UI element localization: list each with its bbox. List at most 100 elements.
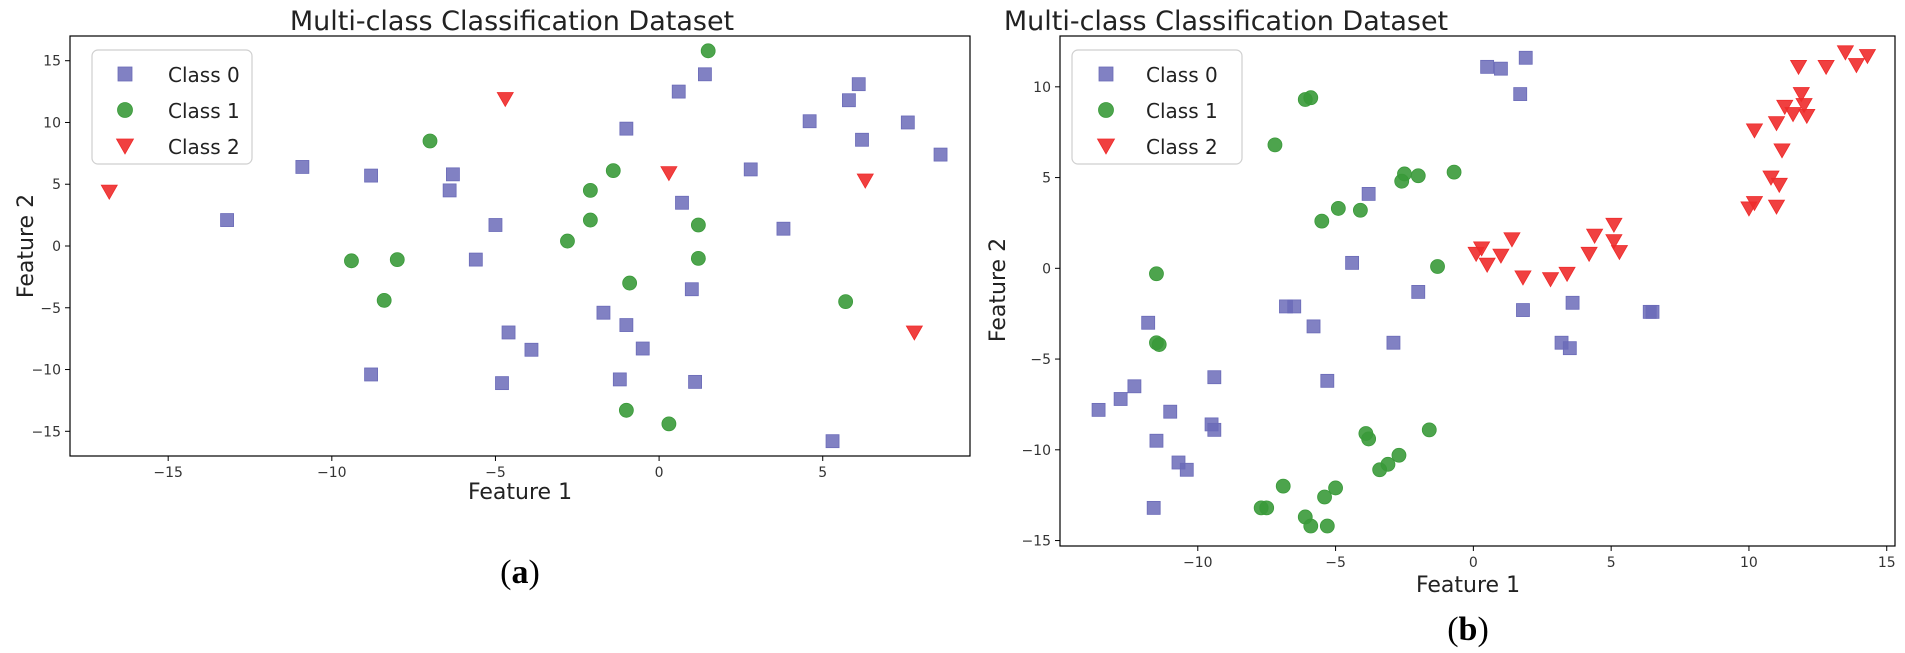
data-point-class-1 [389,252,405,267]
y-tick-label: −5 [40,301,61,317]
data-point-class-2 [1478,257,1496,273]
data-point-class-2 [1798,108,1816,125]
legend-label-class-0: Class 0 [1146,63,1218,87]
data-point-class-0 [1091,402,1106,417]
data-point-class-0 [743,162,758,177]
data-point-class-0 [1207,370,1222,385]
data-point-class-2 [1492,248,1510,264]
data-point-class-1 [690,250,706,266]
data-point-class-0 [1179,462,1194,477]
data-point-class-0 [675,195,689,210]
y-tick-label: 0 [1042,261,1051,277]
data-point-class-0 [1411,285,1426,299]
legend-label-class-1: Class 1 [168,99,240,123]
panel-caption-a: (a) [500,554,540,591]
x-tick-label: 15 [1878,555,1896,571]
data-point-class-0 [1494,61,1508,76]
data-point-class-1 [618,402,634,418]
data-point-class-0 [220,213,234,227]
data-point-class-2 [1558,266,1576,283]
y-tick-label: 5 [52,177,61,193]
data-point-class-2 [905,325,924,341]
data-point-class-1 [1430,259,1445,274]
data-point-class-1 [344,253,359,269]
data-point-class-1 [1314,213,1330,229]
data-point-class-0 [1361,187,1376,201]
data-point-class-0 [851,77,866,92]
data-point-class-1 [661,416,677,432]
data-point-class-0 [1320,373,1335,388]
data-point-class-0 [1345,255,1360,270]
data-point-class-0 [1207,422,1222,437]
data-point-class-0 [1645,304,1660,319]
data-point-class-0 [1565,295,1580,310]
data-point-class-0 [684,282,699,297]
data-point-class-0 [612,372,627,387]
data-point-class-0 [1513,87,1528,101]
legend: Class 0 Class 1 Class 2 [91,49,253,165]
data-point-class-1 [1303,518,1319,534]
legend-marker-class-0 [1098,66,1114,82]
data-point-class-1 [1421,422,1437,438]
data-point-class-1 [838,294,854,309]
data-point-class-2 [1541,272,1560,288]
data-point-class-0 [1141,315,1156,330]
x-tick-label: −10 [1183,555,1213,571]
data-point-class-0 [688,374,702,389]
x-axis-label: Feature 1 [1416,573,1520,598]
legend-label-class-0: Class 0 [168,63,240,87]
data-point-class-2 [1514,270,1532,286]
data-point-class-1 [1319,518,1335,534]
data-point-class-1 [605,163,621,179]
data-point-class-2 [100,184,118,200]
data-point-class-2 [660,166,678,182]
legend-marker-class-1 [1098,102,1114,118]
x-tick-label: −10 [317,465,347,481]
data-point-class-0 [364,168,378,183]
x-tick-label: −5 [485,465,506,481]
data-point-class-1 [1275,478,1291,494]
data-point-class-1 [1352,202,1368,218]
data-point-class-0 [488,218,503,232]
data-point-class-1 [1328,480,1343,496]
data-point-class-1 [622,275,638,291]
data-point-class-2 [1503,232,1521,248]
data-point-class-0 [1306,319,1321,334]
panel-a: Multi-class Classification Dataset −15 −1… [14,6,971,591]
x-ticks: −15 −10 −5 0 5 [153,456,827,481]
panel-b: Multi-class Classification Dataset −10 −5… [986,6,1896,648]
y-tick-label: −5 [1030,352,1051,368]
chart-title: Multi-class Classification Dataset [290,6,734,37]
data-point-class-0 [524,342,539,357]
data-point-class-1 [1317,489,1332,505]
data-point-class-0 [1562,341,1577,356]
data-point-class-0 [933,147,948,162]
legend-label-class-2: Class 2 [1146,135,1218,159]
data-point-class-1 [690,217,706,233]
data-point-class-2 [1792,87,1810,103]
y-tick-label: 0 [52,239,61,255]
data-point-class-1 [582,183,598,198]
data-point-class-2 [1784,107,1802,123]
data-point-class-0 [855,132,869,147]
y-axis-label: Feature 2 [986,238,1011,342]
chart-title: Multi-class Classification Dataset [1004,6,1448,37]
data-point-class-0 [1386,335,1401,350]
y-tick-label: −15 [1021,534,1051,550]
data-point-class-1 [582,212,598,228]
x-tick-label: 5 [1607,555,1616,571]
data-point-class-1 [700,43,716,59]
y-tick-label: 10 [1033,80,1051,96]
data-point-class-2 [1847,58,1866,74]
y-tick-label: 15 [43,54,61,70]
data-point-class-0 [1149,433,1164,448]
y-tick-label: −15 [31,424,61,440]
data-point-class-0 [671,84,686,99]
data-point-class-0 [1127,379,1142,394]
data-point-class-0 [619,318,634,332]
data-point-class-0 [501,325,516,340]
data-point-class-0 [495,376,509,391]
data-point-class-1 [1410,168,1426,184]
data-point-class-1 [1259,500,1275,516]
y-tick-label: −10 [1021,443,1051,459]
